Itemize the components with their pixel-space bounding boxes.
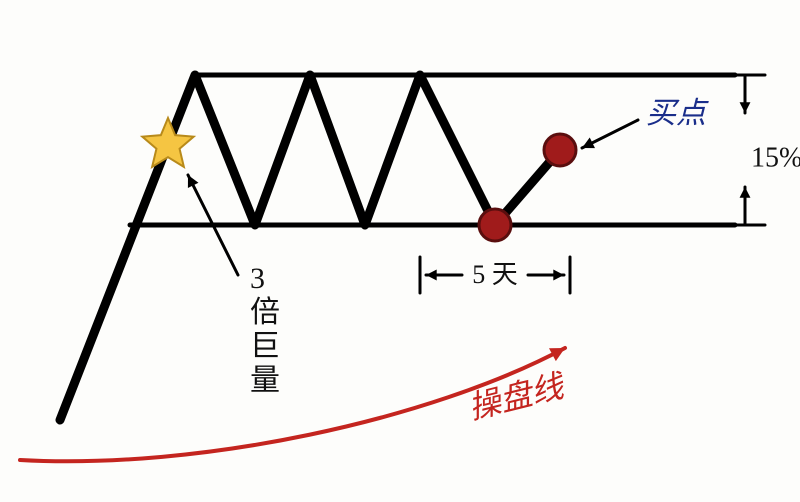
pivot-dot [479,209,511,241]
range-percent-label: 15% [751,142,800,173]
buy-point-dot [544,134,576,166]
volume-3x-label: 巨 [250,330,280,363]
volume-star-icon [142,118,193,167]
volume-3x-label: 倍 [250,296,280,329]
duration-label: 5 天 [472,260,518,289]
volume-3x-label: 3 [250,262,265,295]
diagram-canvas: 15% 5 天 3倍巨量 买点操盘线 [0,0,800,502]
buy-point-label: 买点 [646,97,709,130]
volume-3x-label: 量 [250,364,280,397]
trend-line-label: 操盘线 [465,367,570,426]
